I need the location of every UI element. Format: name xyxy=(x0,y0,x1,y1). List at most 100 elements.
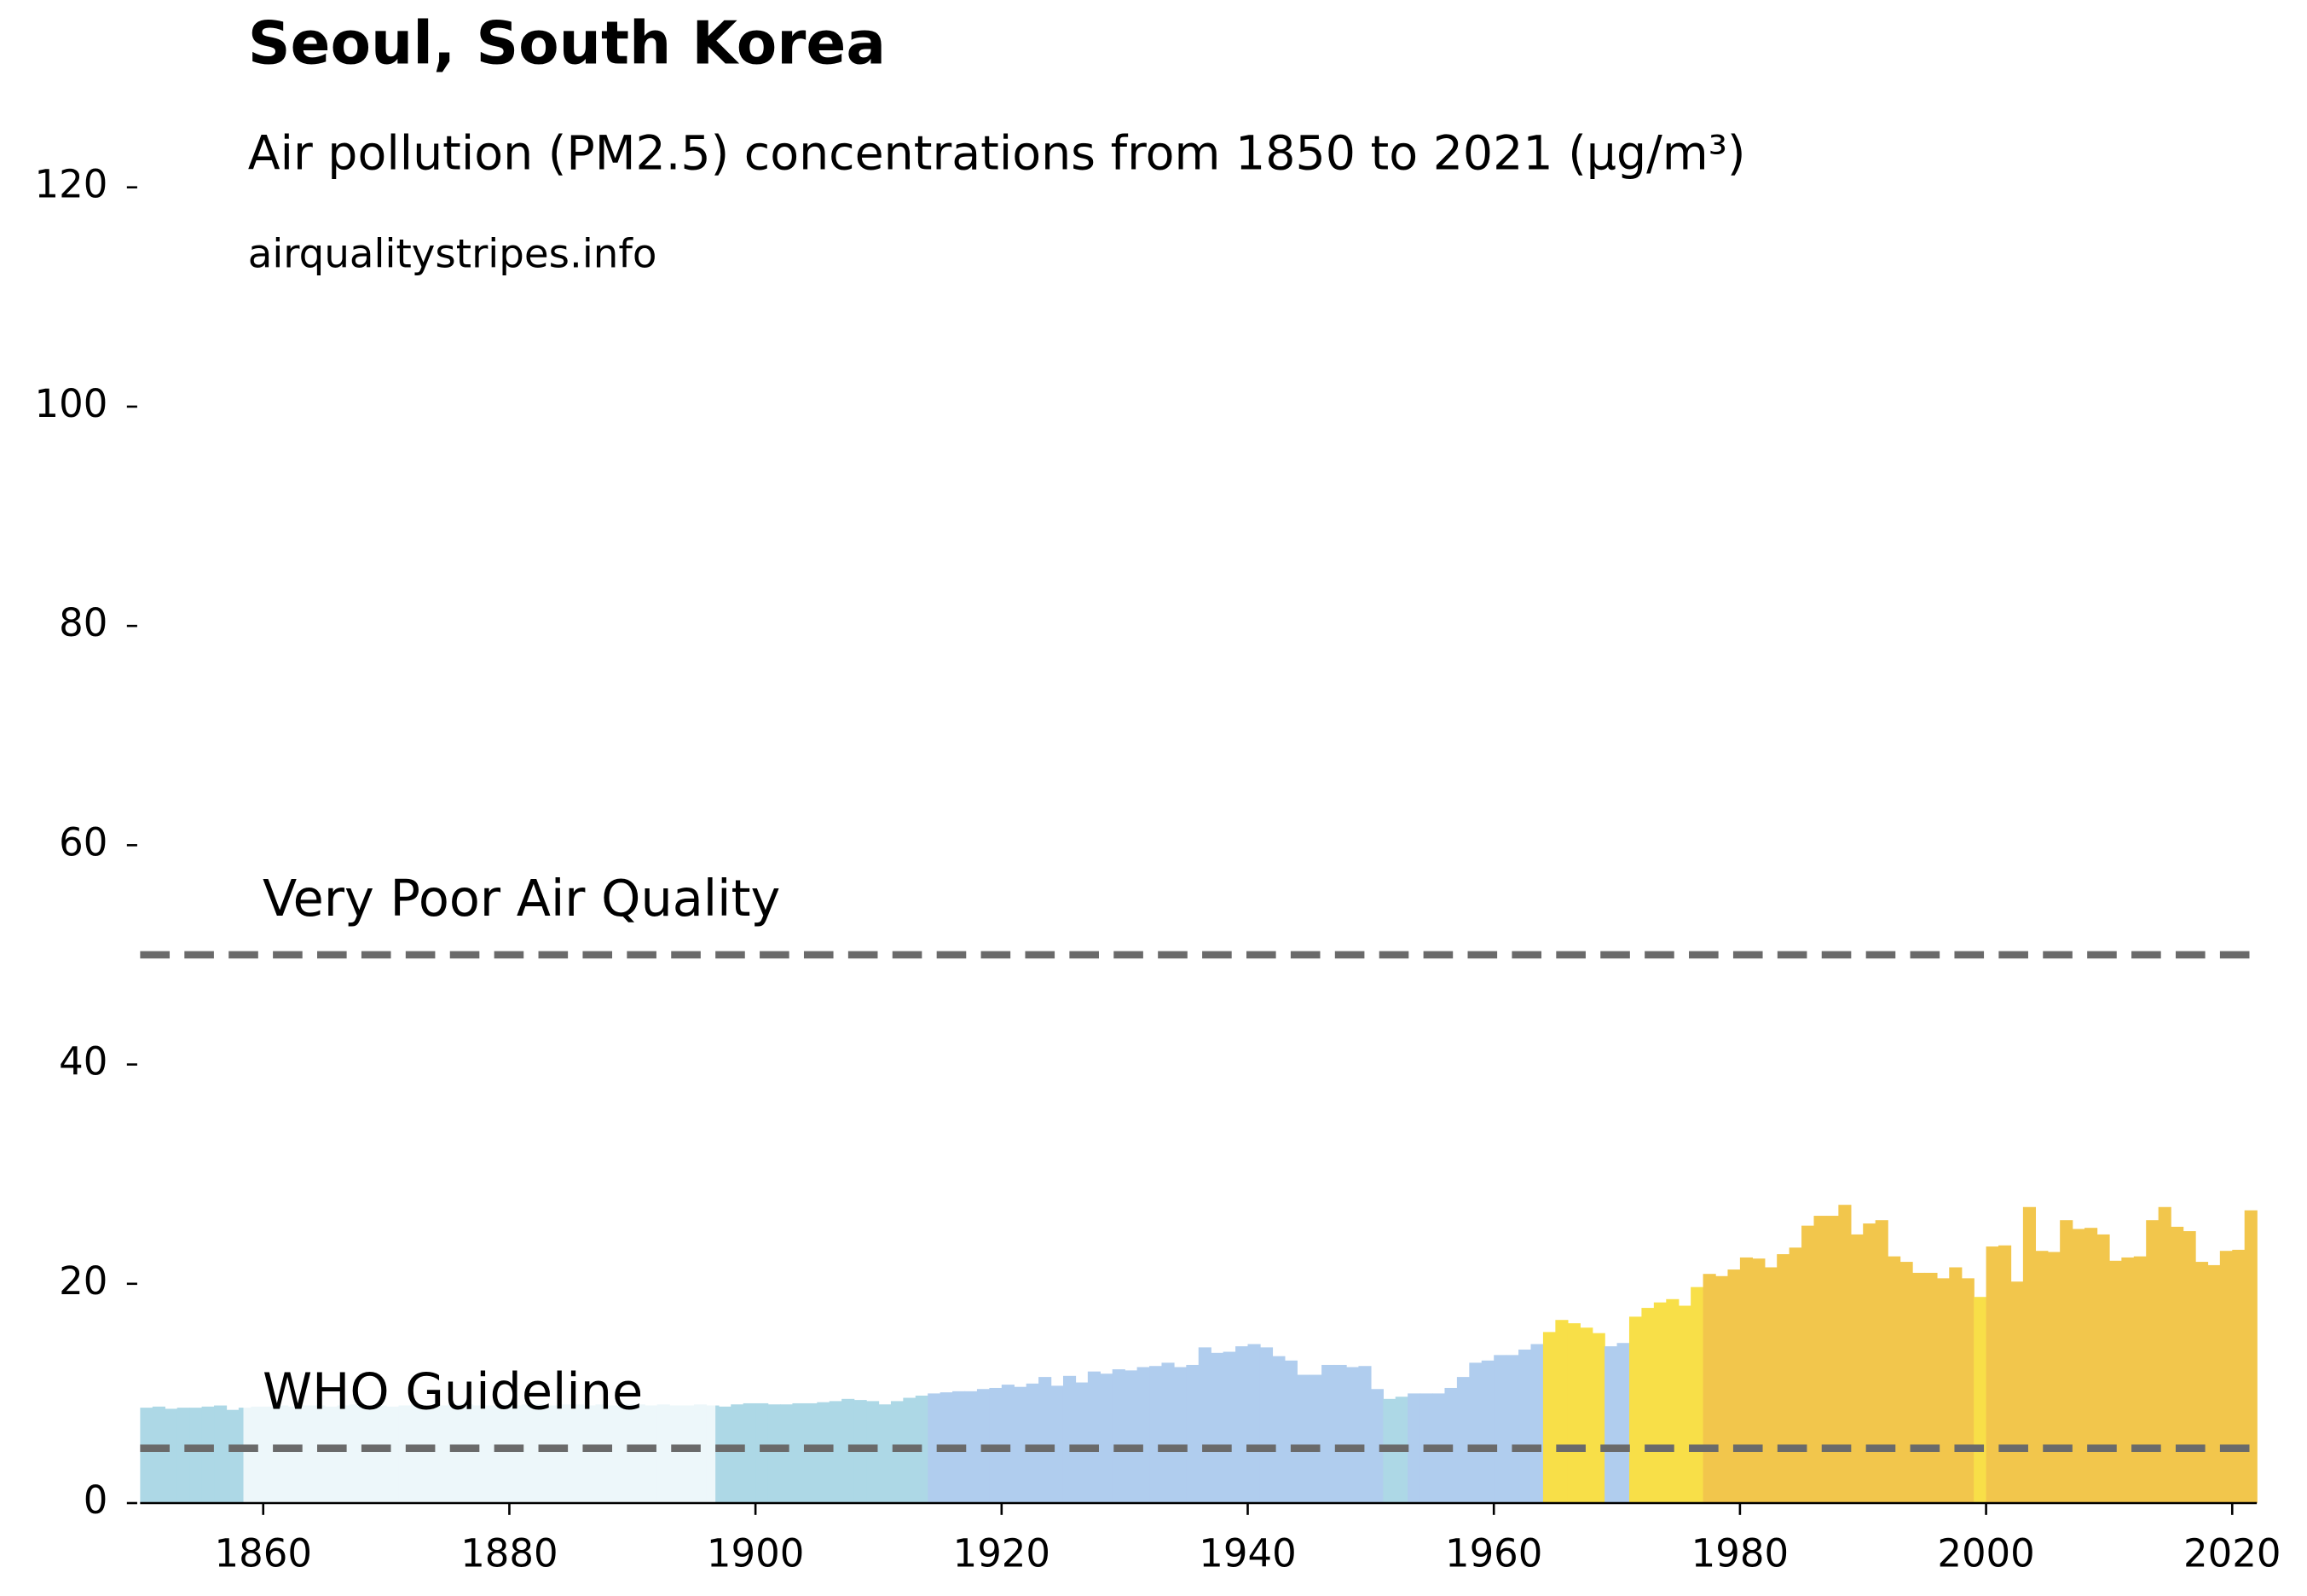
bar xyxy=(1850,1234,1864,1504)
bar xyxy=(792,1402,806,1504)
bar xyxy=(2108,1260,2123,1504)
bar xyxy=(1863,1223,1876,1504)
bar xyxy=(1666,1298,1680,1504)
bar xyxy=(1506,1355,1519,1504)
x-tick-label: 1900 xyxy=(707,1530,804,1576)
bar xyxy=(1087,1371,1101,1504)
bar xyxy=(1456,1377,1471,1504)
bar xyxy=(2010,1281,2024,1504)
y-tick-label: 100 xyxy=(34,381,107,426)
bar xyxy=(1641,1308,1655,1504)
bar xyxy=(201,1406,215,1504)
bar xyxy=(1136,1367,1150,1504)
bar xyxy=(817,1402,830,1504)
bar xyxy=(226,1409,240,1504)
bar xyxy=(2047,1252,2061,1504)
bar xyxy=(2084,1228,2098,1504)
bar xyxy=(2194,1262,2209,1504)
bar xyxy=(1198,1347,1211,1504)
bar xyxy=(2121,1257,2135,1504)
bar xyxy=(2219,1251,2233,1504)
bar xyxy=(1838,1205,1852,1504)
x-tick-label: 1860 xyxy=(215,1530,312,1576)
x-tick-label: 1940 xyxy=(1199,1530,1296,1576)
bar xyxy=(2072,1229,2085,1504)
bar xyxy=(866,1401,880,1504)
bar xyxy=(1345,1367,1360,1504)
bar xyxy=(2207,1264,2221,1504)
bar xyxy=(1408,1393,1421,1504)
bar xyxy=(1235,1346,1249,1504)
bar xyxy=(964,1391,978,1504)
bar xyxy=(1801,1225,1815,1504)
bar xyxy=(1211,1352,1224,1504)
bar xyxy=(1161,1362,1175,1504)
bar xyxy=(731,1404,744,1504)
bar xyxy=(2244,1210,2258,1504)
bar xyxy=(2183,1231,2196,1504)
bar xyxy=(1469,1362,1483,1504)
bar xyxy=(214,1405,228,1504)
bar xyxy=(2232,1249,2246,1504)
bar xyxy=(1739,1257,1754,1504)
bar xyxy=(1949,1267,1963,1504)
x-tick-label: 2000 xyxy=(1937,1530,2034,1576)
bar xyxy=(1974,1297,1987,1504)
label-background xyxy=(243,1353,716,1504)
bar xyxy=(1481,1360,1495,1504)
bar xyxy=(1789,1247,1802,1504)
bar xyxy=(1678,1305,1691,1504)
y-tick-label: 60 xyxy=(59,819,107,864)
bar xyxy=(1112,1369,1125,1504)
bar xyxy=(1173,1367,1188,1504)
bar xyxy=(1715,1275,1729,1504)
chart-title: Seoul, South Korea xyxy=(248,9,886,78)
bar xyxy=(1911,1272,1926,1504)
bar xyxy=(1075,1382,1089,1504)
bar xyxy=(1259,1347,1274,1504)
bar xyxy=(1001,1385,1015,1504)
bar xyxy=(1186,1364,1200,1504)
bar xyxy=(1026,1383,1039,1504)
bar xyxy=(176,1408,190,1504)
y-tick-label: 0 xyxy=(84,1477,108,1523)
reference-label: Very Poor Air Quality xyxy=(263,869,780,928)
bar xyxy=(1899,1262,1913,1504)
bar xyxy=(804,1402,818,1504)
y-tick-label: 80 xyxy=(59,600,107,645)
bar xyxy=(718,1406,731,1504)
bar xyxy=(1100,1373,1113,1504)
bar xyxy=(1494,1355,1507,1504)
bar xyxy=(1813,1216,1827,1504)
bar xyxy=(1223,1351,1236,1504)
bar xyxy=(1986,1246,1999,1504)
x-tick-label: 1980 xyxy=(1691,1530,1789,1576)
bar xyxy=(1062,1375,1077,1504)
bar xyxy=(1580,1327,1593,1504)
bar xyxy=(2035,1251,2049,1504)
bar xyxy=(1567,1323,1581,1504)
reference-label: WHO Guideline xyxy=(263,1362,643,1421)
bar xyxy=(1272,1356,1286,1504)
bar xyxy=(140,1408,153,1504)
bar xyxy=(829,1401,842,1504)
bar xyxy=(1050,1385,1064,1504)
bar xyxy=(1691,1287,1704,1504)
bar xyxy=(755,1402,769,1504)
y-tick-label: 20 xyxy=(59,1258,107,1304)
bar xyxy=(1370,1389,1384,1504)
bar xyxy=(890,1401,905,1504)
bar xyxy=(1777,1254,1790,1504)
bar xyxy=(1998,1245,2012,1504)
bar xyxy=(2171,1226,2184,1504)
bar xyxy=(152,1406,165,1504)
bar xyxy=(1653,1302,1667,1504)
bar xyxy=(1309,1374,1322,1504)
bar xyxy=(1924,1272,1938,1504)
bar xyxy=(1592,1333,1605,1504)
bar xyxy=(767,1404,781,1504)
bar xyxy=(2146,1220,2160,1504)
bar xyxy=(779,1404,794,1504)
